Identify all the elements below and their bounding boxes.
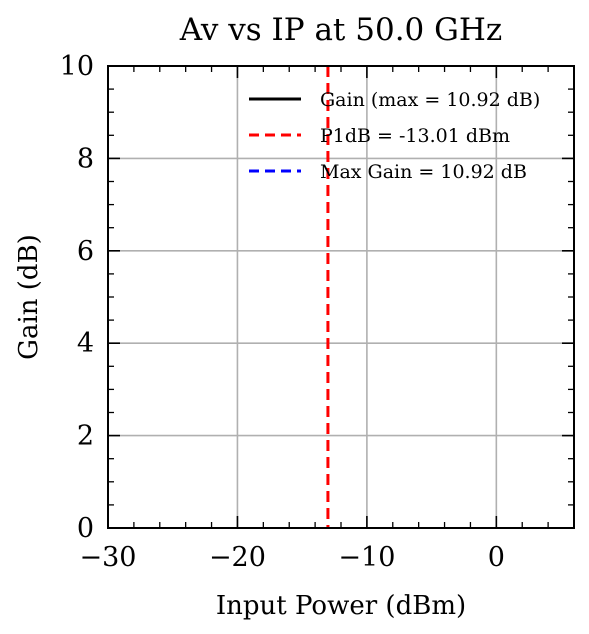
x-tick-label: −10 xyxy=(338,542,395,573)
legend-entry-gain-label: Gain (max = 10.92 dB) xyxy=(320,89,540,111)
x-tick-label: −20 xyxy=(209,542,266,573)
y-tick-label: 6 xyxy=(77,236,94,267)
y-tick-label: 8 xyxy=(77,143,94,174)
legend: Gain (max = 10.92 dB) P1dB = -13.01 dBm Ma… xyxy=(249,89,540,183)
legend-entry-p1db-label: P1dB = -13.01 dBm xyxy=(320,125,510,147)
plot-series xyxy=(326,66,330,528)
chart-title: Av vs IP at 50.0 GHz xyxy=(179,12,503,48)
y-tick-label: 10 xyxy=(60,51,94,82)
axis-ticks xyxy=(107,65,575,529)
x-tick-label: −30 xyxy=(80,542,137,573)
y-axis-label: Gain (dB) xyxy=(14,234,44,360)
y-tick-labels: 0 2 4 6 8 10 xyxy=(60,51,94,544)
legend-entry-max-gain-label: Max Gain = 10.92 dB xyxy=(320,161,527,183)
y-tick-label: 2 xyxy=(77,421,94,452)
y-tick-label: 0 xyxy=(77,513,94,544)
y-tick-label: 4 xyxy=(77,328,94,359)
x-tick-label: 0 xyxy=(488,542,505,573)
x-tick-labels: −30 −20 −10 0 xyxy=(80,542,505,573)
x-axis-label: Input Power (dBm) xyxy=(216,591,466,621)
